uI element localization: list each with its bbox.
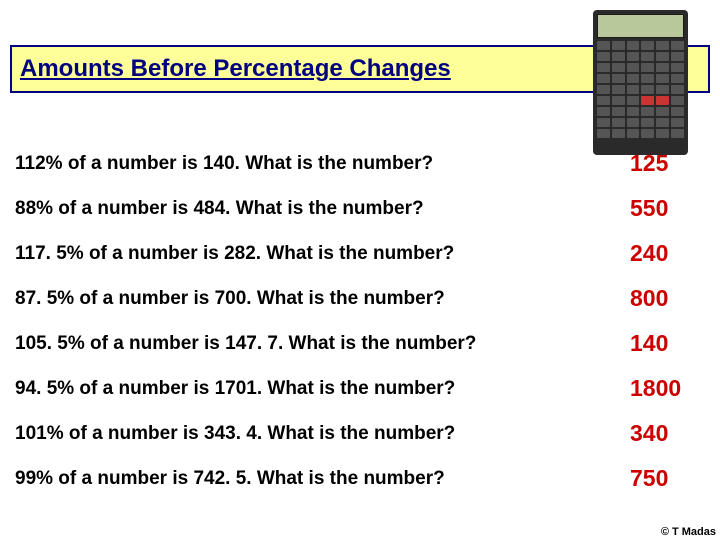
answer-text: 750 — [630, 465, 705, 492]
question-row: 94. 5% of a number is 1701. What is the … — [15, 375, 705, 402]
page-title: Amounts Before Percentage Changes — [20, 55, 451, 83]
question-row: 117. 5% of a number is 282. What is the … — [15, 240, 705, 267]
question-text: 101% of a number is 343. 4. What is the … — [15, 423, 630, 445]
question-row: 87. 5% of a number is 700. What is the n… — [15, 285, 705, 312]
question-text: 87. 5% of a number is 700. What is the n… — [15, 288, 630, 310]
question-text: 99% of a number is 742. 5. What is the n… — [15, 468, 630, 490]
question-row: 101% of a number is 343. 4. What is the … — [15, 420, 705, 447]
copyright-text: © T Madas — [661, 526, 716, 538]
question-row: 99% of a number is 742. 5. What is the n… — [15, 465, 705, 492]
answer-text: 550 — [630, 195, 705, 222]
question-text: 105. 5% of a number is 147. 7. What is t… — [15, 333, 630, 355]
question-text: 88% of a number is 484. What is the numb… — [15, 198, 630, 220]
calculator-image — [593, 10, 688, 155]
answer-text: 1800 — [630, 375, 705, 402]
question-row: 105. 5% of a number is 147. 7. What is t… — [15, 330, 705, 357]
questions-list: 112% of a number is 140. What is the num… — [15, 150, 705, 510]
answer-text: 800 — [630, 285, 705, 312]
answer-text: 140 — [630, 330, 705, 357]
question-text: 117. 5% of a number is 282. What is the … — [15, 243, 630, 265]
question-row: 88% of a number is 484. What is the numb… — [15, 195, 705, 222]
answer-text: 240 — [630, 240, 705, 267]
answer-text: 340 — [630, 420, 705, 447]
question-text: 94. 5% of a number is 1701. What is the … — [15, 378, 630, 400]
question-text: 112% of a number is 140. What is the num… — [15, 153, 630, 175]
